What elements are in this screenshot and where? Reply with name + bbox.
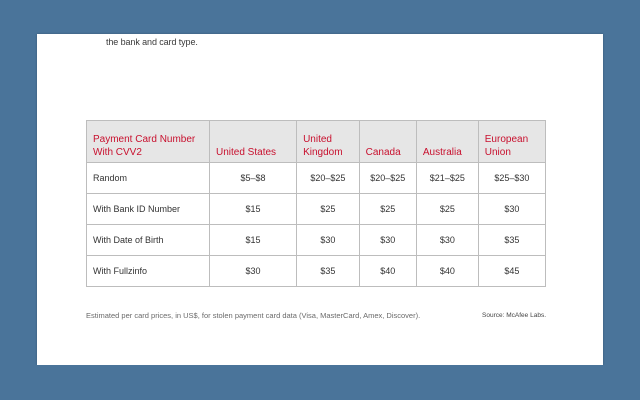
document-page: the bank and card type. Payment Card Num… <box>37 34 603 365</box>
table-row: With Bank ID Number $15 $25 $25 $25 $30 <box>86 193 547 225</box>
header-european-union: European Union <box>477 120 547 163</box>
table-cell: $30 <box>415 224 479 256</box>
table-cell: $25 <box>415 193 479 225</box>
card-price-table: Payment Card Number With CVV2 United Sta… <box>86 120 547 287</box>
header-card-type: Payment Card Number With CVV2 <box>86 120 210 163</box>
table-cell: $15 <box>208 193 298 225</box>
table-cell: $25 <box>296 193 360 225</box>
table-cell: $40 <box>358 255 417 287</box>
table-header-row: Payment Card Number With CVV2 United Sta… <box>86 120 547 163</box>
table-row: With Fullzinfo $30 $35 $40 $40 $45 <box>86 255 547 287</box>
source-note: Source: McAfee Labs. <box>482 312 546 319</box>
table-row: With Date of Birth $15 $30 $30 $30 $35 <box>86 224 547 256</box>
table-cell: $30 <box>208 255 298 287</box>
table-cell: $35 <box>477 224 547 256</box>
table-cell: $30 <box>358 224 417 256</box>
top-background <box>0 0 640 34</box>
table-cell: $45 <box>477 255 547 287</box>
table-cell: $15 <box>208 224 298 256</box>
table-cell: $40 <box>415 255 479 287</box>
intro-text: the bank and card type. <box>106 37 198 47</box>
header-united-states: United States <box>208 120 298 163</box>
row-label: With Fullzinfo <box>86 255 210 287</box>
header-united-kingdom: United Kingdom <box>296 120 360 163</box>
header-canada: Canada <box>358 120 417 163</box>
table-cell: $20–$25 <box>358 162 417 194</box>
row-label: With Bank ID Number <box>86 193 210 225</box>
row-label: Random <box>86 162 210 194</box>
table-cell: $30 <box>477 193 547 225</box>
table-cell: $30 <box>296 224 360 256</box>
bottom-background <box>0 365 640 400</box>
table-cell: $20–$25 <box>296 162 360 194</box>
table-cell: $25–$30 <box>477 162 547 194</box>
table-cell: $35 <box>296 255 360 287</box>
table-caption: Estimated per card prices, in US$, for s… <box>86 311 421 320</box>
table-cell: $25 <box>358 193 417 225</box>
row-label: With Date of Birth <box>86 224 210 256</box>
table-cell: $5–$8 <box>208 162 298 194</box>
table-cell: $21–$25 <box>415 162 479 194</box>
table-row: Random $5–$8 $20–$25 $20–$25 $21–$25 $25… <box>86 162 547 194</box>
header-australia: Australia <box>415 120 479 163</box>
